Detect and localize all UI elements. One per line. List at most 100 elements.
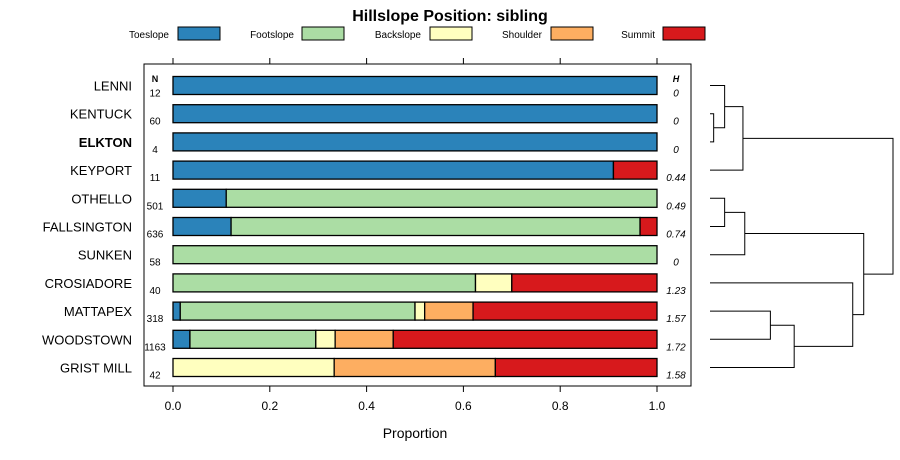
bar-keyport-summit (612, 160, 658, 180)
dendrogram-branch (710, 113, 715, 143)
bar-woodstown-shoulder (334, 329, 394, 349)
bar-kentuck-toeslope (172, 104, 658, 124)
dendrogram-branch (710, 197, 726, 227)
h-value-kentuck: 0 (673, 117, 679, 128)
n-header: N (152, 74, 159, 84)
bar-grist-mill-shoulder (333, 357, 496, 378)
dendrogram (710, 85, 894, 368)
bar-grist-mill-backslope (172, 357, 335, 378)
bar-mattapex-backslope (414, 301, 426, 321)
row-label-crosiadore: CROSIADORE (45, 276, 133, 291)
bar-woodstown-summit (392, 329, 658, 349)
dendrogram-branch (710, 282, 854, 347)
dendrogram-branch (710, 211, 746, 256)
n-value-woodstown: 1163 (144, 342, 166, 353)
n-value-crosiadore: 40 (149, 286, 161, 297)
bar-grist-mill-summit (494, 357, 658, 378)
n-value-lenni: 12 (149, 89, 161, 100)
legend-swatch-footslope (301, 26, 345, 41)
legend-label-backslope: Backslope (375, 30, 422, 41)
bars (172, 75, 658, 378)
bar-fallsington-toeslope (172, 216, 232, 237)
legend-swatch-toeslope (177, 26, 221, 41)
row-label-kentuck: KENTUCK (70, 107, 132, 122)
h-value-crosiadore: 1.23 (666, 286, 686, 297)
bar-mattapex-shoulder (424, 301, 474, 321)
n-value-keyport: 11 (150, 173, 161, 184)
h-value-grist-mill: 1.58 (666, 371, 686, 382)
x-tick-label: 0.4 (358, 399, 375, 413)
bar-crosiadore-footslope (172, 273, 477, 293)
h-labels: 0 0 0 0.44 0.49 0.74 0 1.23 1.57 1.72 1.58 (666, 89, 686, 382)
h-value-woodstown: 1.72 (666, 342, 686, 353)
row-label-sunken: SUNKEN (78, 248, 132, 263)
legend-label-shoulder: Shoulder (502, 30, 543, 41)
legend-label-summit: Summit (621, 30, 655, 41)
dendrogram-branch (742, 137, 894, 275)
row-label-lenni: LENNI (94, 79, 132, 94)
bar-mattapex-summit (472, 301, 658, 321)
x-tick-label: 1.0 (649, 399, 666, 413)
h-header: H (673, 74, 680, 84)
x-tick-label: 0.0 (165, 399, 182, 413)
bar-woodstown-backslope (315, 329, 336, 349)
bar-mattapex-toeslope (172, 301, 181, 321)
bar-woodstown-footslope (189, 329, 317, 349)
n-labels: 12 60 4 11 501 636 58 40 318 1163 42 (144, 89, 166, 382)
dendrogram-branch (744, 233, 865, 316)
bar-othello-footslope (225, 188, 658, 208)
legend-label-toeslope: Toeslope (129, 30, 169, 41)
legend-label-footslope: Footslope (250, 30, 294, 41)
n-value-fallsington: 636 (147, 230, 164, 241)
row-label-woodstown: WOODSTOWN (42, 332, 132, 347)
dendrogram-branch (710, 106, 744, 171)
h-value-othello: 0.49 (666, 201, 686, 212)
legend-swatch-summit (662, 26, 706, 41)
h-value-mattapex: 1.57 (666, 314, 686, 325)
n-value-othello: 501 (147, 201, 164, 212)
bar-mattapex-footslope (179, 301, 416, 321)
h-value-elkton: 0 (673, 145, 679, 156)
x-tick-label: 0.8 (552, 399, 569, 413)
h-value-keyport: 0.44 (666, 173, 686, 184)
h-value-lenni: 0 (673, 89, 679, 100)
row-label-keyport: KEYPORT (70, 163, 132, 178)
legend: Toeslope Footslope Backslope Shoulder Summit (129, 26, 706, 41)
bar-lenni-toeslope (172, 75, 658, 96)
legend-swatch-shoulder (550, 26, 594, 41)
row-label-grist-mill: GRIST MILL (60, 361, 132, 376)
bar-sunken-footslope (172, 245, 658, 265)
x-axis: 0.0 0.2 0.4 0.6 0.8 1.0 (165, 386, 666, 413)
bar-keyport-toeslope (172, 160, 615, 180)
dendrogram-branch (710, 324, 795, 368)
n-value-mattapex: 318 (147, 314, 164, 325)
legend-swatch-backslope (429, 26, 473, 41)
bar-othello-toeslope (172, 188, 227, 208)
n-value-sunken: 58 (149, 258, 161, 269)
n-value-elkton: 4 (152, 145, 158, 156)
bar-crosiadore-summit (511, 273, 658, 293)
bar-elkton-toeslope (172, 132, 658, 152)
x-tick-label: 0.2 (261, 399, 278, 413)
dendrogram-branch (710, 85, 726, 129)
bar-woodstown-toeslope (172, 329, 191, 349)
bar-fallsington-footslope (230, 216, 641, 237)
row-labels: LENNI KENTUCK ELKTON KEYPORT OTHELLO FALLSING… (42, 79, 132, 376)
n-value-kentuck: 60 (149, 117, 161, 128)
dendrogram-branch (710, 310, 771, 340)
plot-frame (143, 63, 692, 387)
row-label-elkton: ELKTON (79, 135, 132, 150)
row-label-fallsington: FALLSINGTON (43, 220, 132, 235)
x-axis-label: Proportion (383, 425, 448, 441)
h-value-sunken: 0 (673, 258, 679, 269)
chart-title: Hillslope Position: sibling (352, 8, 548, 25)
top-ticks (172, 58, 658, 64)
row-label-othello: OTHELLO (71, 191, 132, 206)
x-tick-label: 0.6 (455, 399, 472, 413)
row-label-mattapex: MATTAPEX (64, 304, 132, 319)
bar-fallsington-summit (639, 216, 658, 237)
h-value-fallsington: 0.74 (666, 230, 686, 241)
bar-crosiadore-backslope (474, 273, 513, 293)
n-value-grist-mill: 42 (149, 371, 161, 382)
